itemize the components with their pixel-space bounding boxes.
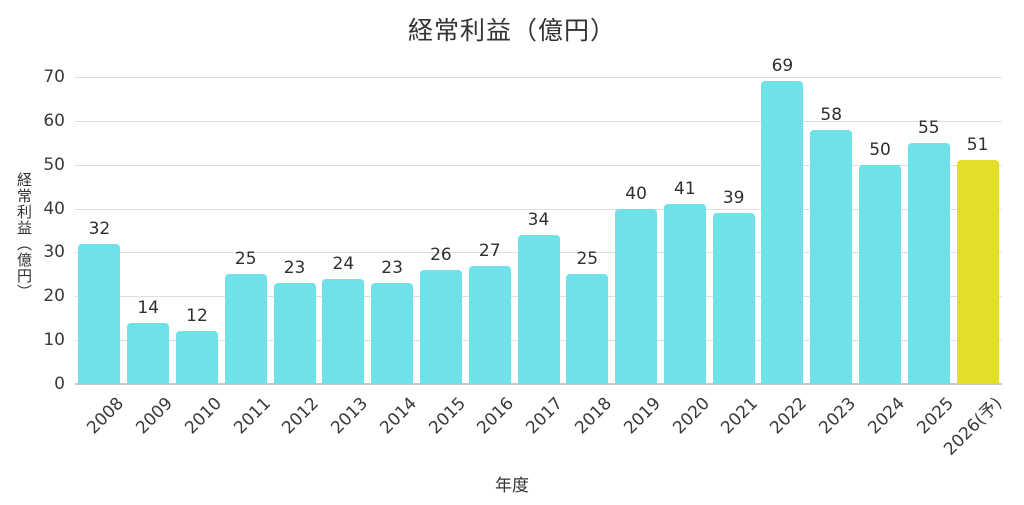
x-tick-label: 2018: [571, 393, 617, 439]
gridline: [75, 164, 1002, 166]
bar-value-label: 26: [430, 244, 452, 265]
y-axis-label: 経常利益（億円）: [15, 172, 33, 300]
x-tick-label: 2012: [278, 393, 324, 439]
bar-2015: [419, 269, 462, 384]
bar-2012: [273, 283, 316, 384]
bar-value-label: 12: [186, 306, 208, 327]
bar-value-label: 23: [381, 258, 403, 279]
bar-2026(予): [956, 160, 999, 384]
x-tick-label: 2025: [912, 393, 958, 439]
bar-2018: [566, 274, 609, 384]
x-tick-label: 2023: [815, 393, 860, 439]
bar-value-label: 24: [332, 253, 355, 274]
bar-value-label: 34: [527, 209, 550, 230]
x-tick-label: 2009: [132, 393, 177, 439]
bar-value-label: 23: [283, 258, 306, 279]
bar-2009: [127, 322, 170, 384]
x-axis-label: 年度: [495, 476, 529, 496]
x-tick-label: 2015: [424, 393, 470, 439]
bar-2024: [859, 164, 902, 384]
y-tick-label: 30: [43, 242, 65, 263]
bar-value-label: 32: [88, 218, 111, 239]
bar-value-label: 40: [625, 183, 647, 204]
x-tick-label: 2011: [229, 393, 275, 439]
x-tick-label: 2021: [717, 393, 763, 439]
bar-value-label: 14: [137, 297, 159, 318]
y-tick-label: 60: [43, 110, 65, 131]
bar-2017: [517, 234, 560, 384]
gridline: [75, 120, 1002, 122]
bar-value-label: 27: [478, 240, 501, 261]
x-tick-label: 2017: [522, 393, 568, 439]
x-tick-label: 2008: [83, 393, 129, 439]
bar-value-label: 41: [674, 179, 696, 200]
x-tick-label: 2022: [766, 393, 812, 439]
x-tick-label: 2019: [620, 393, 665, 439]
plot-area: 0 10 20 30 40 50 60 70 32 2008 14 2009 12 2010 25 2011 2…: [43, 58, 1006, 460]
bar-value-label: 25: [234, 249, 257, 270]
bar-2014: [371, 283, 414, 384]
y-tick-label: 50: [43, 154, 65, 175]
bar-value-label: 50: [869, 139, 891, 160]
gridline: [75, 208, 1002, 210]
bar-2025: [907, 142, 950, 384]
bar-2019: [615, 208, 658, 384]
bar-2023: [810, 129, 853, 384]
y-tick-label: 0: [54, 374, 65, 394]
bar-value-label: 69: [771, 56, 794, 77]
bar-2021: [712, 212, 755, 384]
bar-2020: [663, 204, 706, 384]
bar-value-label: 51: [966, 135, 989, 156]
x-tick-label: 2013: [327, 393, 373, 439]
gridline: [75, 77, 1002, 78]
x-tick-label: 2010: [180, 393, 226, 439]
bar-2010: [175, 331, 218, 384]
bar-2011: [224, 274, 267, 384]
y-tick-label: 70: [43, 67, 65, 87]
x-tick-label: 2020: [668, 393, 714, 439]
x-tick-label: 2016: [473, 393, 519, 439]
bar-2022: [761, 81, 804, 384]
bar-value-label: 39: [722, 187, 745, 208]
bar-2013: [322, 278, 365, 384]
bar-value-label: 58: [820, 104, 843, 125]
y-tick-label: 40: [43, 198, 65, 219]
y-tick-label: 10: [43, 330, 65, 351]
chart-title: 経常利益（億円）: [407, 16, 616, 45]
x-tick-label: 2014: [376, 393, 421, 439]
bar-2008: [78, 243, 121, 384]
x-axis-line: [75, 383, 1002, 385]
y-tick-label: 20: [43, 286, 65, 307]
x-tick-label: 2024: [864, 393, 909, 439]
bar-value-label: 25: [576, 249, 599, 270]
bar-2016: [468, 265, 511, 384]
bar-value-label: 55: [917, 117, 940, 138]
